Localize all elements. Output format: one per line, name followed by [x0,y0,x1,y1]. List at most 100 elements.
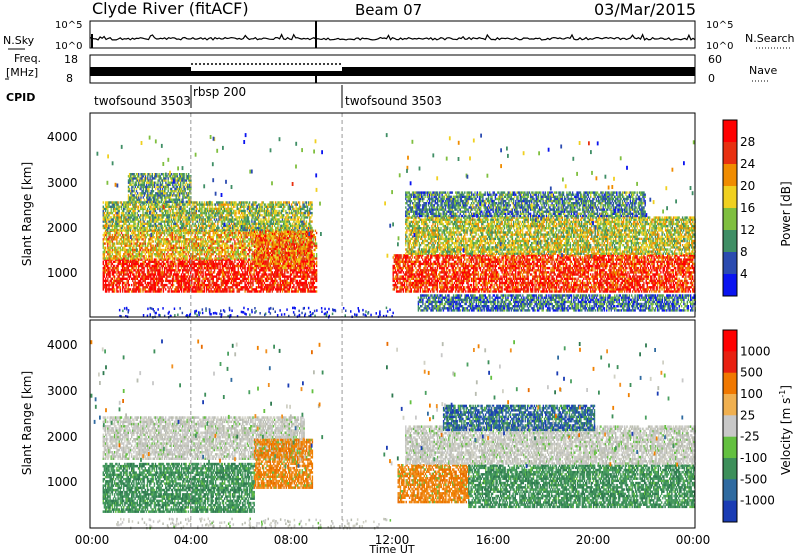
power-cell-3246 [219,238,220,240]
power-cell-2501 [137,255,138,257]
power-cell-60 [108,290,109,292]
power-cell-3368 [233,238,234,240]
power-cell-2112 [308,269,309,271]
power-cell-1107 [209,273,210,275]
power-cell-625 [163,280,164,282]
power-cell-1672 [265,269,266,271]
power-cell-1263 [224,278,225,280]
power-cell-2383 [123,234,124,236]
power-cell-811 [182,271,183,273]
power-cell-996 [199,282,200,284]
power-cell-857 [187,288,188,290]
power-cell-2278 [112,251,113,253]
power-cell-1210 [219,288,220,290]
power-cell-3421 [240,255,241,257]
power-cell-782 [180,288,181,290]
power-cell-3506 [249,255,250,257]
power-cell-416 [143,278,144,280]
power-cell-1404 [238,267,239,269]
power-cell-3359 [232,242,233,244]
power-cell-2408 [126,253,127,255]
power-cell-2733 [163,249,164,251]
power-cell-3352 [232,257,233,259]
power-cell-2534 [140,255,141,257]
power-cell-2535 [140,253,141,255]
power-cell-1069 [206,269,207,271]
power-cell-2671 [156,245,157,247]
power-cell-1312 [229,269,230,271]
power-cell-1293 [226,261,227,263]
power-cell-3112 [205,238,206,240]
power-cell-307 [133,282,134,284]
power-cell-3325 [229,240,230,242]
power-cell-558 [156,261,157,263]
power-cell-1845 [282,271,283,273]
power-cell-154 [117,267,118,269]
power-cell-2259 [109,249,110,251]
power-cell-1339 [232,290,233,292]
power-cell-2504 [137,245,138,247]
power-cell-1292 [226,263,227,265]
power-cell-276 [130,273,131,275]
power-cell-688 [170,265,171,267]
power-cell-2882 [180,251,181,253]
power-cell-3092 [202,242,203,244]
power-cell-1474 [246,286,247,288]
power-cell-3207 [216,257,217,259]
power-cell-2364 [121,232,122,234]
power-cell-703 [172,286,173,288]
power-cell-2952 [187,232,188,234]
power-cell-2993 [192,255,193,257]
power-cell-117 [114,290,115,292]
power-cell-686 [170,269,171,271]
power-cell-1115 [210,284,211,286]
power-cell-3258 [221,238,222,240]
power-cell-2656 [154,232,155,234]
power-cell-1980 [295,271,296,273]
power-cell-648 [165,265,166,267]
power-cell-1884 [286,286,287,288]
power-cell-505 [153,290,154,292]
power-cell-791 [180,263,181,265]
power-cell-2705 [159,247,160,249]
freq-band-late [342,67,695,76]
power-cell-3364 [233,257,234,259]
power-cell-3420 [239,230,240,232]
power-cell-1318 [230,288,231,290]
power-cell-2268 [111,257,112,259]
power-cell-1518 [250,280,251,282]
power-cell-2645 [153,247,154,249]
power-cell-1283 [226,290,227,292]
power-cell-2136 [311,290,312,292]
power-cell-124 [114,269,115,271]
power-cell-1965 [294,278,295,280]
power-cell-2440 [130,257,131,259]
power-cell-1572 [256,286,257,288]
power-cell-3060 [199,249,200,251]
date-title: 03/Mar/2015 [594,0,696,19]
power-cell-721 [173,269,174,271]
power-cell-3445 [242,253,243,255]
power-cell-1036 [202,271,203,273]
power-cell-2821 [173,257,174,259]
power-cell-1132 [212,273,213,275]
power-cell-1246 [223,288,224,290]
power-cell-1193 [217,267,218,269]
power-cell-1314 [229,263,230,265]
power-cell-1553 [254,273,255,275]
power-cell-847 [185,284,186,286]
power-cell-2570 [143,232,144,234]
power-cell-2852 [176,251,177,253]
power-cell-2842 [175,255,176,257]
power-cell-2336 [117,236,118,238]
power-cell-2566 [143,242,144,244]
power-cell-3323 [229,253,230,255]
power-cell-125 [114,267,115,269]
power-cell-1635 [261,278,262,280]
power-cell-1846 [282,269,283,271]
power-cell-692 [171,288,172,290]
power-cell-2819 [172,234,173,236]
power-cell-1797 [277,271,278,273]
power-cell-1178 [216,278,217,280]
power-cell-2480 [133,232,134,234]
